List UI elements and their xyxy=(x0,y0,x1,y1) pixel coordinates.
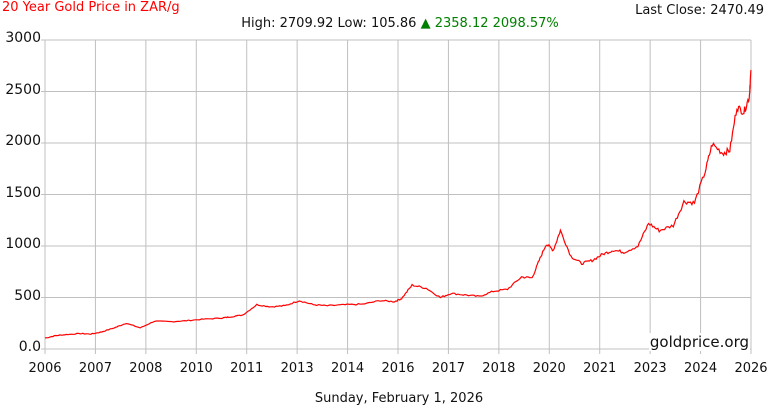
x-tick-label: 2026 xyxy=(734,361,768,376)
x-tick-label: 2018 xyxy=(482,361,516,376)
x-tick-label: 2007 xyxy=(78,361,112,376)
last-close-value: 2470.49 xyxy=(710,3,764,18)
last-close-label: Last Close: xyxy=(635,3,707,18)
x-tick-label: 2023 xyxy=(633,361,667,376)
y-tick-label: 1500 xyxy=(5,184,41,201)
change-percent: 2098.57% xyxy=(492,16,559,31)
last-close: Last Close: 2470.49 xyxy=(635,3,764,18)
x-tick-label: 2006 xyxy=(28,361,62,376)
low-value: 105.86 xyxy=(370,16,417,31)
price-stats: High: 2709.92 Low: 105.86 ▲ 2358.12 2098… xyxy=(0,16,770,31)
y-tick-label: 500 xyxy=(14,287,41,304)
y-tick-label: 3000 xyxy=(5,30,41,46)
gridlines xyxy=(41,39,752,354)
price-line xyxy=(44,69,752,339)
y-tick-label: 0.0 xyxy=(18,339,41,355)
x-tick-label: 2017 xyxy=(431,361,465,376)
y-tick-label: 2500 xyxy=(5,81,41,98)
x-tick-label: 2021 xyxy=(583,361,617,376)
x-tick-label: 2016 xyxy=(381,361,415,376)
x-tick-label: 2008 xyxy=(129,361,163,376)
x-tick-label: 2010 xyxy=(179,361,213,376)
x-tick-label: 2014 xyxy=(331,361,365,376)
change-value: 2358.12 xyxy=(434,16,489,31)
watermark: goldprice.org xyxy=(648,333,750,351)
high-label: High: xyxy=(241,16,276,31)
x-tick-label: 2024 xyxy=(684,361,718,376)
date-footer: Sunday, February 1, 2026 xyxy=(314,391,484,406)
x-tick-label: 2020 xyxy=(532,361,566,376)
x-tick-label: 2011 xyxy=(230,361,264,376)
y-tick-label: 1000 xyxy=(5,236,41,252)
low-label: Low: xyxy=(337,16,367,31)
chart-title: 20 Year Gold Price in ZAR/g xyxy=(2,0,180,15)
x-tick-label: 2013 xyxy=(280,361,314,376)
high-value: 2709.92 xyxy=(279,16,334,31)
y-tick-label: 2000 xyxy=(5,133,41,149)
up-arrow-icon: ▲ xyxy=(420,16,431,31)
